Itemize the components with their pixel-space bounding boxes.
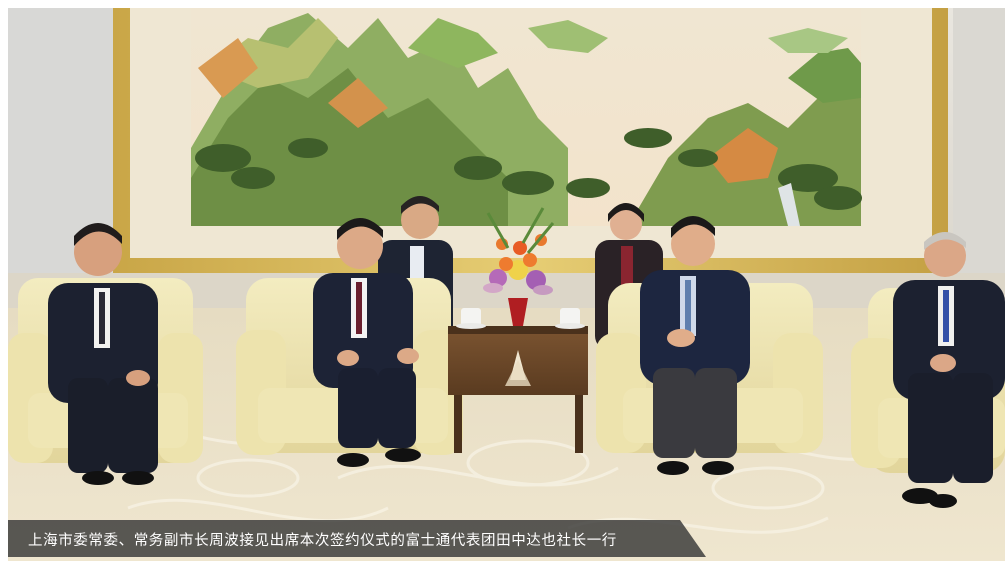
meeting-photo <box>8 8 1005 561</box>
photo-caption: 上海市委常委、常务副市长周波接见出席本次签约仪式的富士通代表团田中达也社长一行 <box>28 533 617 549</box>
caption-bar <box>8 520 706 557</box>
